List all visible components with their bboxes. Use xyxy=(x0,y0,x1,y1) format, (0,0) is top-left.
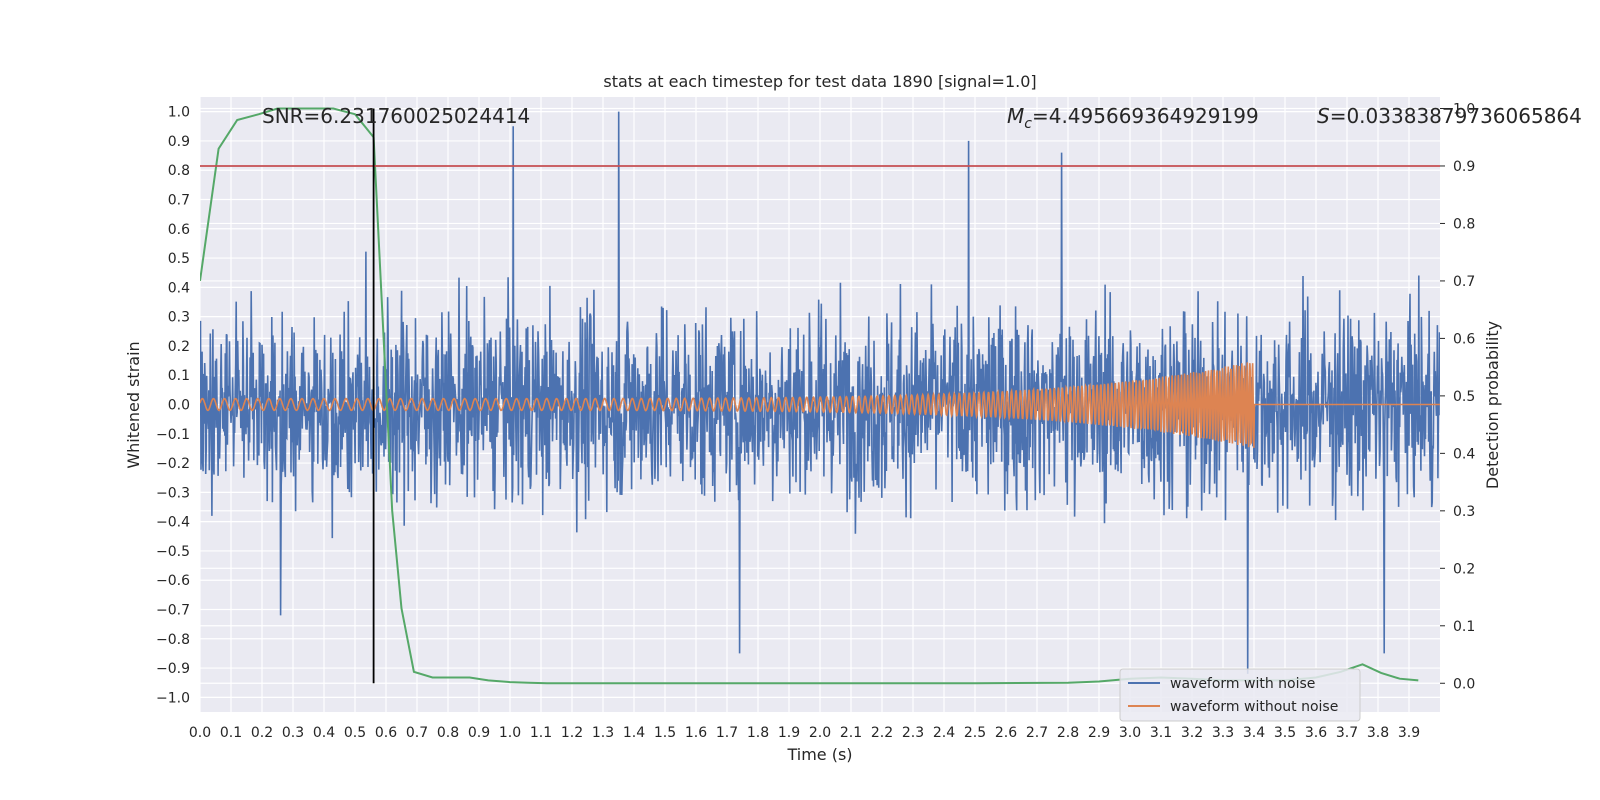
x-tick-label: 3.3 xyxy=(1212,725,1234,741)
x-tick-label: 1.6 xyxy=(685,725,707,741)
y-tick-label: −0.4 xyxy=(156,515,190,531)
legend-box xyxy=(1119,668,1361,722)
x-tick-label: 2.2 xyxy=(871,725,893,741)
y-tick-label: −0.3 xyxy=(156,485,190,501)
s-annotation: S=0.03383879736065864 xyxy=(1317,104,1582,128)
x-tick-label: 1.9 xyxy=(778,725,800,741)
x-tick-label: 3.9 xyxy=(1398,725,1420,741)
chirp-mass-symbol: M xyxy=(1007,104,1024,128)
chirp-mass-value: =4.495669364929199 xyxy=(1032,104,1259,128)
y2-tick-label: 1.0 xyxy=(1453,101,1475,117)
x-tick-label: 3.6 xyxy=(1305,725,1327,741)
x-tick-label: 1.7 xyxy=(716,725,738,741)
legend-label-clean: waveform without noise xyxy=(1170,699,1338,715)
y-tick-label: −0.7 xyxy=(156,603,190,619)
x-tick-label: 2.7 xyxy=(1026,725,1048,741)
y-tick-label: −0.1 xyxy=(156,427,190,443)
x-tick-label: 0.5 xyxy=(344,725,366,741)
y-tick-label: 0.3 xyxy=(168,310,190,326)
x-tick-label: 1.1 xyxy=(530,725,552,741)
legend: waveform with noise waveform without noi… xyxy=(1119,668,1361,722)
y-tick-label: 0.9 xyxy=(168,134,190,150)
y-tick-label: 1.0 xyxy=(168,105,190,121)
x-tick-label: 0.7 xyxy=(406,725,428,741)
x-tick-label: 2.3 xyxy=(902,725,924,741)
y-tick-label: 0.2 xyxy=(168,339,190,355)
x-tick-label: 2.4 xyxy=(933,725,955,741)
snr-annotation: SNR=6.231760025024414 xyxy=(262,104,530,128)
x-tick-label: 1.4 xyxy=(623,725,645,741)
x-tick-label: 2.0 xyxy=(809,725,831,741)
x-tick-label: 3.1 xyxy=(1150,725,1172,741)
y2-tick-label: 0.6 xyxy=(1453,331,1475,347)
y-tick-label: 0.7 xyxy=(168,193,190,209)
x-tick-label: 3.5 xyxy=(1274,725,1296,741)
s-value: =0.03383879736065864 xyxy=(1330,104,1582,128)
x-tick-label: 0.1 xyxy=(220,725,242,741)
x-tick-label: 3.0 xyxy=(1119,725,1141,741)
x-tick-label: 0.8 xyxy=(437,725,459,741)
y-tick-label: 0.6 xyxy=(168,222,190,238)
x-tick-label: 1.2 xyxy=(561,725,583,741)
x-tick-label: 2.9 xyxy=(1088,725,1110,741)
y2-tick-label: 0.7 xyxy=(1453,274,1475,290)
chirp-mass-annotation: Mc=4.495669364929199 xyxy=(1007,104,1259,132)
y-tick-label: −0.2 xyxy=(156,456,190,472)
y-tick-label: −0.9 xyxy=(156,661,190,677)
legend-label-noise: waveform with noise xyxy=(1170,676,1315,692)
y-tick-label: 0.8 xyxy=(168,163,190,179)
x-tick-label: 1.0 xyxy=(499,725,521,741)
y2-tick-label: 0.4 xyxy=(1453,446,1475,462)
y-tick-label: 0.1 xyxy=(168,368,190,384)
x-tick-label: 3.4 xyxy=(1243,725,1265,741)
y-tick-label: −0.8 xyxy=(156,632,190,648)
y-tick-label: 0.0 xyxy=(168,398,190,414)
chart-title: stats at each timestep for test data 189… xyxy=(603,72,1036,91)
x-axis-label: Time (s) xyxy=(786,745,852,764)
s-symbol: S xyxy=(1317,104,1330,128)
x-tick-label: 0.6 xyxy=(375,725,397,741)
x-tick-label: 3.8 xyxy=(1367,725,1389,741)
y2-tick-label: 0.3 xyxy=(1453,504,1475,520)
y-tick-label: −1.0 xyxy=(156,690,190,706)
y-tick-label: 0.5 xyxy=(168,251,190,267)
y-tick-label: 0.4 xyxy=(168,280,190,296)
y-tick-label: −0.5 xyxy=(156,544,190,560)
chirp-mass-subscript: c xyxy=(1024,116,1032,132)
x-tick-label: 2.1 xyxy=(840,725,862,741)
y-tick-label: −0.6 xyxy=(156,573,190,589)
x-tick-label: 0.0 xyxy=(189,725,211,741)
axis-layer: 0.0 0.1 0.2 0.3 0.4 0.5 0.6 0.7 0.8 0.9 1.0 1.1 1.2 1… xyxy=(156,101,1475,741)
y2-tick-label: 0.2 xyxy=(1453,561,1475,577)
x-tick-label: 2.5 xyxy=(964,725,986,741)
y2-tick-label: 0.0 xyxy=(1453,676,1475,692)
x-tick-label: 0.3 xyxy=(282,725,304,741)
x-tick-label: 0.4 xyxy=(313,725,335,741)
x-tick-label: 2.8 xyxy=(1057,725,1079,741)
x-tick-label: 1.5 xyxy=(654,725,676,741)
x-tick-label: 2.6 xyxy=(995,725,1017,741)
y2-tick-label: 0.8 xyxy=(1453,216,1475,232)
x-tick-label: 0.2 xyxy=(251,725,273,741)
y2-tick-label: 0.5 xyxy=(1453,389,1475,405)
y2-tick-label: 0.1 xyxy=(1453,619,1475,635)
x-tick-label: 3.2 xyxy=(1181,725,1203,741)
y-axis-label: Whitened strain xyxy=(124,341,143,468)
x-tick-label: 3.7 xyxy=(1336,725,1358,741)
x-tick-label: 1.8 xyxy=(747,725,769,741)
y2-axis-label: Detection probability xyxy=(1483,321,1502,489)
x-tick-label: 1.3 xyxy=(592,725,614,741)
x-tick-label: 0.9 xyxy=(468,725,490,741)
y2-tick-label: 0.9 xyxy=(1453,159,1475,175)
series-waveform-without-noise xyxy=(200,362,1440,448)
